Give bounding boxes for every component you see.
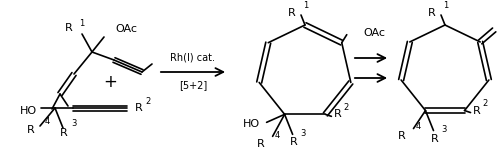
Text: 4: 4 [416,122,420,131]
Text: 1: 1 [79,19,84,28]
Text: 1: 1 [303,2,308,11]
Text: 4: 4 [274,131,280,140]
Text: R: R [334,109,341,119]
Text: R: R [257,139,264,149]
Text: HO: HO [242,119,260,129]
Text: R: R [428,8,436,18]
Text: R: R [288,8,296,18]
Text: R: R [65,23,73,33]
Text: +: + [103,73,117,91]
Text: 3: 3 [71,119,76,129]
Text: R: R [290,137,298,147]
Text: OAc: OAc [115,24,137,34]
Text: 3: 3 [442,125,447,134]
Text: R: R [60,128,68,138]
Text: 3: 3 [300,129,306,138]
Text: HO: HO [20,106,37,116]
Text: 2: 2 [145,97,150,106]
Text: 2: 2 [482,99,488,108]
Text: 4: 4 [45,116,50,125]
Text: Rh(I) cat.: Rh(I) cat. [170,53,216,63]
Text: R: R [472,106,480,116]
Text: R: R [398,131,406,141]
Text: R: R [430,134,438,144]
Text: R: R [135,103,143,113]
Text: 1: 1 [443,2,448,11]
Text: 2: 2 [344,103,348,112]
Text: OAc: OAc [364,28,386,38]
Text: [5+2]: [5+2] [179,80,207,90]
Text: R: R [27,125,35,135]
